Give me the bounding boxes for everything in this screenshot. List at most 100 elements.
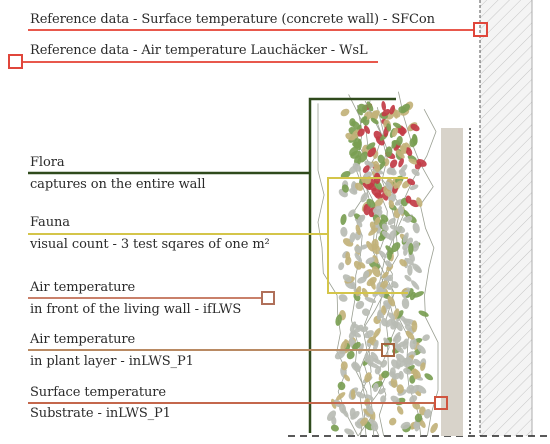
- leaf: [381, 230, 392, 240]
- leaf: [357, 214, 366, 224]
- leaf: [370, 110, 380, 120]
- leaf: [360, 192, 369, 203]
- leaf: [393, 180, 403, 189]
- leaf: [340, 361, 348, 371]
- leaf: [357, 276, 367, 284]
- leaf: [367, 147, 377, 158]
- leaf: [402, 338, 409, 350]
- leaf: [396, 135, 403, 146]
- substrate-panel: [441, 128, 463, 436]
- leaf: [390, 395, 400, 404]
- leaf: [387, 295, 396, 307]
- fauna-bracket: [327, 177, 408, 294]
- leaf: [390, 377, 398, 388]
- leaf: [412, 134, 418, 146]
- leaf: [357, 128, 365, 137]
- leaf: [350, 411, 360, 420]
- leaf: [364, 372, 372, 383]
- leaf: [372, 383, 379, 392]
- leaf: [380, 359, 388, 368]
- leaf: [411, 320, 418, 333]
- leaf: [406, 384, 415, 394]
- leaf: [391, 242, 401, 253]
- leaf: [366, 142, 376, 150]
- leaf: [389, 417, 397, 426]
- leaf: [387, 167, 397, 176]
- leaf: [405, 147, 413, 156]
- leaf: [360, 116, 368, 123]
- leaf: [374, 366, 382, 375]
- leaf: [359, 151, 368, 163]
- leaf: [349, 232, 356, 243]
- leaf: [391, 140, 397, 149]
- fauna-description: visual count - 3 test sqares of one m²: [30, 237, 270, 252]
- air-front-marker: [261, 291, 275, 305]
- leaf: [391, 359, 399, 369]
- leaf: [381, 223, 389, 232]
- leaf: [409, 184, 419, 191]
- leaf: [372, 358, 383, 365]
- leaf: [372, 255, 379, 264]
- leaf: [396, 384, 404, 394]
- leaf: [422, 334, 430, 342]
- leaf: [373, 197, 384, 208]
- leaf: [358, 343, 364, 355]
- leaf: [362, 182, 372, 190]
- leaf: [400, 143, 407, 155]
- leaf: [393, 334, 402, 344]
- surface-marker: [434, 396, 448, 410]
- air-plant-marker: [381, 343, 395, 357]
- leaf: [411, 368, 421, 379]
- leaf: [340, 226, 348, 237]
- leaf: [397, 205, 405, 215]
- leaf: [369, 418, 378, 428]
- leaf: [404, 215, 413, 223]
- fauna-title: Fauna: [30, 215, 70, 230]
- leaf: [419, 419, 426, 428]
- leaf: [335, 314, 342, 326]
- leaf: [343, 374, 351, 382]
- surface-title: Surface temperature: [30, 385, 166, 400]
- leaf: [395, 321, 403, 332]
- leaf: [356, 108, 363, 116]
- leaf: [393, 109, 401, 118]
- flora-description: captures on the entire wall: [30, 177, 206, 192]
- leaf: [381, 271, 389, 279]
- leaf: [354, 182, 364, 191]
- leaf: [349, 118, 356, 127]
- leaf: [407, 264, 413, 276]
- leaf: [338, 262, 345, 271]
- leaf: [391, 127, 399, 138]
- leaf: [387, 312, 396, 320]
- leaf: [403, 318, 411, 327]
- leaf: [400, 421, 411, 430]
- leaf: [370, 117, 379, 125]
- leaf: [373, 328, 381, 338]
- leaf: [396, 226, 406, 234]
- leaf: [362, 165, 370, 173]
- leaf: [416, 384, 427, 394]
- reference-air-label: Reference data - Air temperature Lauchäc…: [30, 43, 368, 58]
- leaf: [389, 104, 396, 115]
- leaf: [417, 344, 426, 354]
- leaf: [346, 350, 355, 360]
- leaf: [354, 252, 363, 263]
- leaf: [359, 417, 369, 427]
- leaf: [412, 222, 420, 234]
- leaf: [337, 381, 346, 391]
- leaf: [363, 203, 371, 216]
- leaf: [389, 371, 397, 379]
- leaf: [364, 296, 377, 304]
- leaf: [409, 395, 418, 403]
- leaf: [355, 300, 365, 310]
- leaf: [401, 297, 410, 309]
- leaf: [405, 330, 415, 340]
- leaf: [352, 141, 361, 148]
- leaf: [351, 362, 361, 373]
- leaf: [414, 421, 421, 432]
- leaf: [378, 387, 386, 395]
- leaf: [423, 408, 432, 419]
- leaf: [363, 125, 371, 134]
- leaf: [400, 103, 411, 113]
